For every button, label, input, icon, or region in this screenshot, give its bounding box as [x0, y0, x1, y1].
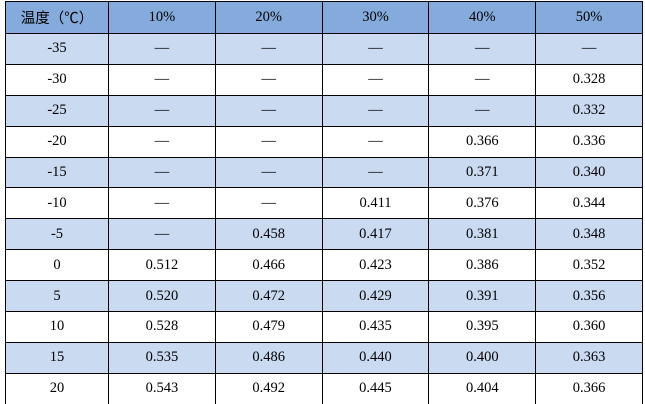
table-cell: —	[428, 94, 537, 127]
table-row: -10— —0.411 0.376 0.344	[5, 187, 643, 220]
temperature-percentage-table: 温度（℃） 10% 20% 30% 40% 50% -35— — — — — -30— — — —0.32…	[5, 1, 643, 404]
temperature-row-label: 15	[5, 341, 109, 374]
table-cell: 0.371	[428, 156, 537, 189]
temperature-row-label: -10	[5, 187, 109, 220]
table-cell: —	[214, 63, 323, 96]
table-cell: 0.466	[214, 249, 323, 282]
table-cell: 0.404	[428, 372, 537, 404]
table-cell: 0.440	[321, 341, 430, 374]
table-cell: —	[108, 63, 216, 96]
table-cell: —	[428, 63, 537, 96]
table-cell: —	[214, 187, 323, 220]
temperature-row-label: 20	[5, 372, 109, 404]
table-cell: 0.344	[535, 187, 643, 220]
table-cell: 0.356	[535, 280, 643, 313]
table-row: 15 0.535 0.486 0.440 0.400 0.363	[5, 341, 643, 374]
table-cell: —	[321, 125, 430, 158]
table-body: -35— — — — — -30— — — —0.328 -25— — — —0.332 -20— — —0.…	[5, 33, 643, 404]
table-cell: 0.332	[535, 94, 643, 127]
table-cell: —	[108, 156, 216, 189]
table-row: -30— — — —0.328	[5, 63, 643, 96]
table-cell: 0.492	[214, 372, 323, 404]
table-cell: —	[321, 94, 430, 127]
table-cell: 0.360	[535, 311, 643, 343]
table-cell: 0.376	[428, 187, 537, 220]
temperature-row-label: -5	[5, 218, 109, 251]
percentage-column-header: 20%	[214, 1, 323, 34]
table-cell: 0.486	[214, 341, 323, 374]
temperature-row-label: -25	[5, 94, 109, 127]
temperature-row-label: 5	[5, 280, 109, 313]
table-cell: 0.458	[214, 218, 323, 251]
temperature-column-header: 温度（℃）	[5, 1, 109, 34]
table-cell: 0.543	[108, 372, 216, 404]
table-row: 20 0.543 0.492 0.445 0.404 0.366	[5, 372, 643, 404]
table-cell: 0.528	[108, 311, 216, 343]
table-cell: 0.395	[428, 311, 537, 343]
table-cell: 0.400	[428, 341, 537, 374]
table-cell: 0.512	[108, 249, 216, 282]
table-cell: 0.472	[214, 280, 323, 313]
table-cell: 0.417	[321, 218, 430, 251]
table-cell: 0.391	[428, 280, 537, 313]
table-cell: 0.386	[428, 249, 537, 282]
table-cell: —	[108, 187, 216, 220]
percentage-column-header: 40%	[428, 1, 537, 34]
table-cell: 0.366	[535, 372, 643, 404]
table-cell: —	[214, 94, 323, 127]
temperature-row-label: -30	[5, 63, 109, 96]
table-cell: —	[108, 94, 216, 127]
table-cell: 0.411	[321, 187, 430, 220]
table-cell: —	[321, 63, 430, 96]
table-row: 0 0.512 0.466 0.423 0.386 0.352	[5, 249, 643, 282]
table-row: -25— — — —0.332	[5, 94, 643, 127]
temperature-row-label: 0	[5, 249, 109, 282]
table-cell: 0.479	[214, 311, 323, 343]
table-cell: —	[214, 156, 323, 189]
table-row: -5—0.458 0.417 0.381 0.348	[5, 218, 643, 251]
table-cell: 0.423	[321, 249, 430, 282]
table-cell: 0.535	[108, 341, 216, 374]
temperature-row-label: -15	[5, 156, 109, 189]
percentage-column-header: 50%	[535, 1, 643, 34]
table-cell: —	[108, 125, 216, 158]
table-row: 5 0.520 0.472 0.429 0.391 0.356	[5, 280, 643, 313]
percentage-column-header: 10%	[108, 1, 216, 34]
table-cell: 0.363	[535, 341, 643, 374]
percentage-column-header: 30%	[321, 1, 430, 34]
table-cell: 0.340	[535, 156, 643, 189]
table-cell: —	[321, 33, 430, 65]
table-cell: 0.520	[108, 280, 216, 313]
temperature-row-label: -35	[5, 33, 109, 65]
table-cell: 0.336	[535, 125, 643, 158]
table-cell: —	[108, 218, 216, 251]
table-cell: 0.348	[535, 218, 643, 251]
table-row: -35— — — — —	[5, 33, 643, 65]
table-cell: —	[535, 33, 643, 65]
table-cell: —	[214, 33, 323, 65]
temperature-row-label: 10	[5, 311, 109, 343]
table-cell: —	[428, 33, 537, 65]
table-cell: 0.429	[321, 280, 430, 313]
table-cell: 0.352	[535, 249, 643, 282]
table-cell: 0.435	[321, 311, 430, 343]
table-row: 10 0.528 0.479 0.435 0.395 0.360	[5, 311, 643, 343]
table-row: -20— — —0.366 0.336	[5, 125, 643, 158]
table-cell: 0.381	[428, 218, 537, 251]
table-cell: —	[108, 33, 216, 65]
table-cell: —	[214, 125, 323, 158]
table-cell: 0.445	[321, 372, 430, 404]
table-header-row: 温度（℃） 10% 20% 30% 40% 50%	[5, 1, 643, 34]
table-cell: 0.328	[535, 63, 643, 96]
table-row: -15— — —0.371 0.340	[5, 156, 643, 189]
temperature-table-container: 温度（℃） 10% 20% 30% 40% 50% -35— — — — — -30— — — —0.32…	[5, 1, 644, 404]
table-cell: 0.366	[428, 125, 537, 158]
table-cell: —	[321, 156, 430, 189]
temperature-row-label: -20	[5, 125, 109, 158]
